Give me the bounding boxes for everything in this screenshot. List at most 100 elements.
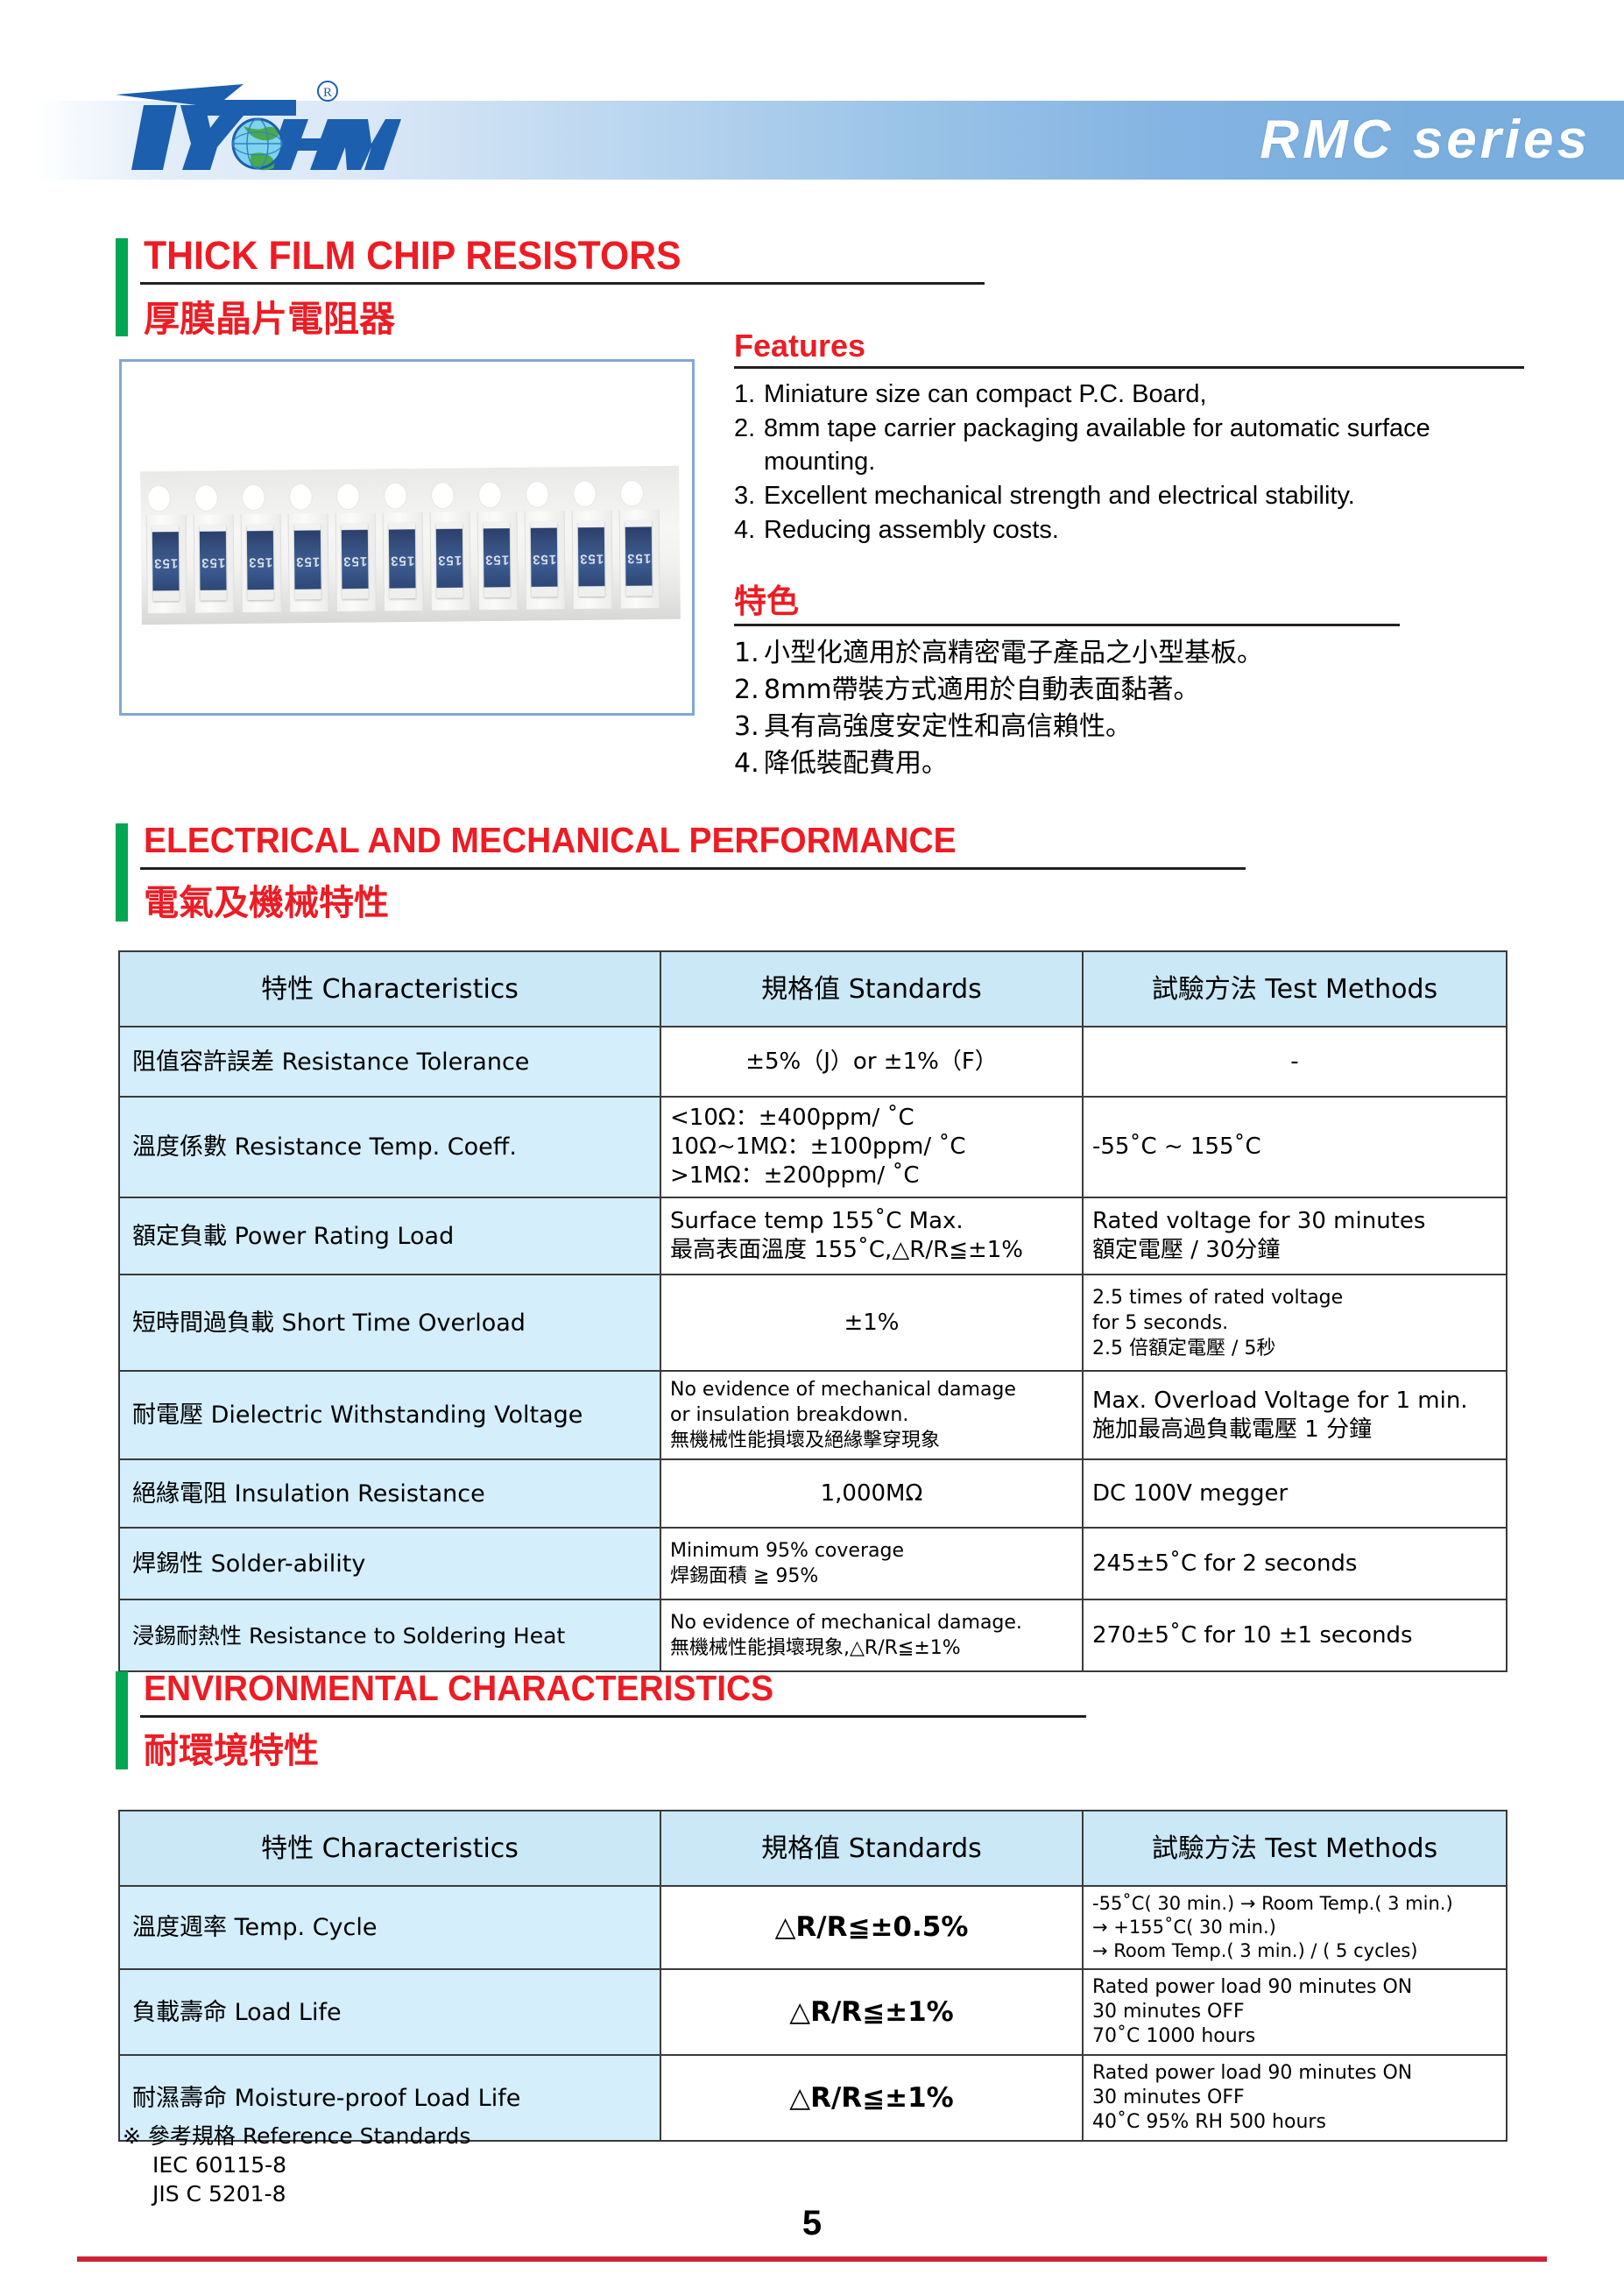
text-line: △R/R≦±1% [789,2081,954,2114]
column-header-test-methods: 試驗方法 Test Methods [1082,1810,1507,1887]
cell-standard: No evidence of mechanical damage or insu… [660,1370,1084,1460]
item-number: 3. [734,711,759,742]
table-row: 溫度係數 Resistance Temp. Coeff. <10Ω：±400pp… [118,1096,1507,1198]
text-line: <10Ω：±400ppm/ ˚C [670,1105,914,1131]
sprocket-hole [384,483,407,510]
sprocket-hole [336,483,360,510]
product-photo: 153 153 153 153 153 153 153 153 153 153 … [119,359,695,716]
item-number: 1. [734,638,759,668]
text-line: → +155˚C( 30 min.) [1092,1917,1276,1938]
table-header-row: 特性 Characteristics 規格值 Standards 試驗方法 Te… [118,1810,1507,1887]
list-item: 2. 8mm帶裝方式適用於自動表面黏著。 [734,672,1400,708]
list-item: 2. 8mm tape carrier packaging available … [734,412,1524,478]
column-header-standards: 規格值 Standards [660,950,1084,1027]
cell-standard: ±1% [660,1274,1084,1372]
item-text: 8mm tape carrier packaging available for… [764,414,1430,476]
text-line: 施加最高過負載電壓 1 分鐘 [1092,1416,1373,1443]
sprocket-hole [147,484,171,512]
sprocket-hole [526,481,549,508]
column-header-standards: 規格值 Standards [660,1810,1084,1887]
table-row: 絕緣電阻 Insulation Resistance 1,000MΩ DC 10… [118,1458,1507,1529]
company-logo: R [112,79,401,175]
list-item: 4. Reducing assembly costs. [734,513,1524,547]
cell-method: -55˚C( 30 min.) → Room Temp.( 3 min.) → … [1082,1885,1507,1970]
chip-marking: 153 [579,551,604,567]
cell-method: -55˚C ~ 155˚C [1082,1096,1507,1198]
table-row: 焊錫性 Solder-ability Minimum 95% coverage … [118,1527,1507,1600]
list-item: 3. 具有高強度安定性和高信賴性。 [734,709,1400,745]
text-line: △R/R≦±1% [789,1995,954,2028]
item-number: 3. [734,482,756,510]
item-number: 2. [734,414,756,442]
cell-characteristic: 焊錫性 Solder-ability [118,1527,661,1600]
reference-standard-item: JIS C 5201-8 [152,2181,286,2207]
text-line: 最高表面溫度 155˚C,△R/R≦±1% [670,1237,1024,1263]
features-zh-heading: 特色 [734,583,799,620]
chip-resistor: 153 [483,521,511,598]
features-en-heading: Features [734,328,866,364]
cell-method: 245±5˚C for 2 seconds [1082,1527,1507,1600]
text-line: -55˚C( 30 min.) → Room Temp.( 3 min.) [1092,1893,1453,1914]
table-row: 負載壽命 Load Life △R/R≦±1% Rated power load… [118,1968,1507,2056]
table-row: 短時間過負載 Short Time Overload ±1% 2.5 times… [118,1274,1507,1372]
item-text: Excellent mechanical strength and electr… [764,482,1355,510]
environmental-heading-zh: 耐環境特性 [144,1731,319,1771]
chip-marking: 153 [626,550,652,566]
text-line: >1MΩ：±200ppm/ ˚C [670,1162,920,1189]
cell-standard: ±5%（J）or ±1%（F） [660,1026,1084,1098]
features-en-block: Features 1. Miniature size can compact P… [734,328,1524,547]
cell-standard: 1,000MΩ [660,1458,1084,1529]
text-line: 焊錫面積 ≧ 95% [670,1565,819,1587]
text-line: No evidence of mechanical damage. [670,1612,1022,1634]
cell-standard: △R/R≦±1% [660,2054,1084,2142]
table-row: 額定負載 Power Rating Load Surface temp 155˚… [118,1197,1507,1275]
features-en-list: 1. Miniature size can compact P.C. Board… [734,378,1524,547]
sprocket-hole [242,484,265,512]
chip-resistor: 153 [341,523,369,599]
features-zh-block: 特色 1. 小型化適用於高精密電子產品之小型基板。 2. 8mm帶裝方式適用於自… [734,575,1400,782]
text-line: 無機械性能損壞及絕緣擊穿現象 [670,1430,941,1451]
text-line: 30 minutes OFF [1092,2001,1245,2023]
electrical-heading-zh: 電氣及機械特性 [144,883,389,923]
electrical-heading-rule [140,867,1246,870]
item-number: 4. [734,748,759,779]
sprocket-hole [478,481,502,509]
table-row: 阻值容許誤差 Resistance Tolerance ±5%（J）or ±1%… [118,1026,1507,1098]
electrical-section-heading: ELECTRICAL AND MECHANICAL PERFORMANCE 電氣… [116,820,1254,929]
svg-text:R: R [323,86,332,100]
text-line: Max. Overload Voltage for 1 min. [1092,1387,1468,1414]
environmental-heading-en: ENVIRONMENTAL CHARACTERISTICS [144,1668,774,1708]
table-row: 耐濕壽命 Moisture-proof Load Life △R/R≦±1% R… [118,2054,1507,2142]
text-line: 40˚C 95% RH 500 hours [1092,2111,1326,2133]
cell-method: - [1082,1026,1507,1098]
item-text: 小型化適用於高精密電子產品之小型基板。 [764,638,1263,668]
chip-marking: 153 [248,554,273,570]
cell-standard: Minimum 95% coverage 焊錫面積 ≧ 95% [660,1527,1084,1600]
text-line: ±1% [844,1309,900,1336]
chip-resistor: 153 [435,522,463,598]
page-title: THICK FILM CHIP RESISTORS 厚膜晶片電阻器 [116,233,992,343]
chip-resistor: 153 [530,521,558,597]
cell-standard: Surface temp 155˚C Max. 最高表面溫度 155˚C,△R/… [660,1197,1084,1275]
chip-marking: 153 [201,554,226,571]
text-line: or insulation breakdown. [670,1404,909,1426]
item-text: 降低裝配費用。 [764,748,948,779]
cell-characteristic: 額定負載 Power Rating Load [118,1197,661,1275]
text-line: → Room Temp.( 3 min.) / ( 5 cycles) [1092,1940,1418,1961]
registered-trademark-icon: R [317,81,338,102]
list-item: 1. Miniature size can compact P.C. Board… [734,378,1524,411]
footer-rule [77,2256,1547,2262]
chip-marking: 153 [390,553,415,568]
text-line: Minimum 95% coverage [670,1540,904,1562]
title-rule [140,282,985,285]
cell-characteristic: 短時間過負載 Short Time Overload [118,1274,661,1372]
item-number: 1. [734,380,756,408]
chip-marking: 153 [295,554,321,569]
item-number: 2. [734,674,759,705]
electrical-heading-en: ELECTRICAL AND MECHANICAL PERFORMANCE [144,820,957,860]
environmental-section-heading: ENVIRONMENTAL CHARACTERISTICS 耐環境特性 [116,1668,1086,1776]
sprocket-hole [194,484,218,512]
chip-resistor: 153 [199,525,227,601]
reference-standards-label: ※ 參考規格 Reference Standards [123,2123,471,2149]
cell-method: 270±5˚C for 10 ±1 seconds [1082,1599,1507,1672]
